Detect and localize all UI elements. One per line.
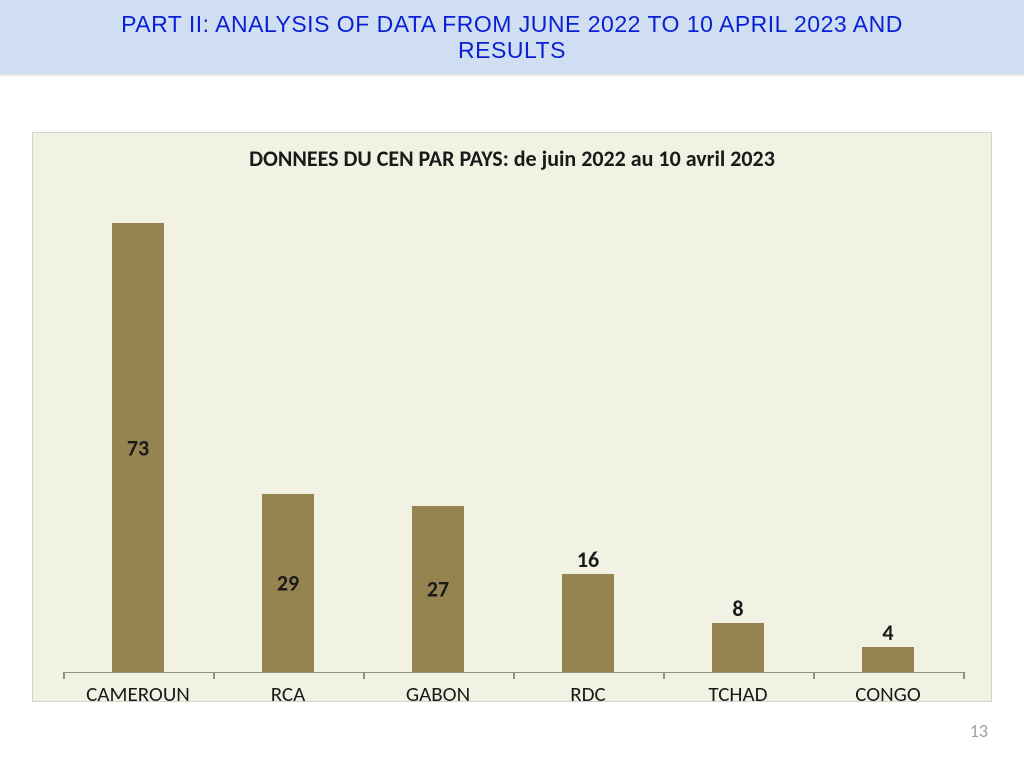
axis-tick: [63, 672, 65, 679]
bar-value-label: 16: [577, 546, 599, 573]
x-axis-label: CONGO: [855, 681, 921, 707]
bar-group: 29: [262, 494, 314, 672]
x-axis-label: CAMEROUN: [86, 681, 190, 707]
x-axis-label: GABON: [406, 681, 470, 707]
bar-group: 8: [712, 623, 764, 672]
bar-group: 16: [562, 574, 614, 672]
x-axis-labels: CAMEROUN RCA GABON RDC TCHAD CONGO: [63, 681, 963, 711]
bar-group: 73: [112, 223, 164, 672]
x-axis-label: RCA: [271, 681, 306, 707]
axis-tick: [213, 672, 215, 679]
bar-group: 27: [412, 506, 464, 672]
axis-tick: [363, 672, 365, 679]
bar: 8: [712, 623, 764, 672]
header-band: PART II: ANALYSIS OF DATA FROM JUNE 2022…: [0, 0, 1024, 76]
bar-value-label: 29: [277, 569, 299, 596]
axis-tick: [813, 672, 815, 679]
bar-value-label: 4: [882, 619, 893, 646]
bar: 29: [262, 494, 314, 672]
axis-tick: [663, 672, 665, 679]
axis-tick: [513, 672, 515, 679]
chart-plot: 73 29 27 16 8 4: [63, 181, 963, 673]
page-number: 13: [970, 720, 988, 742]
x-axis-label: TCHAD: [708, 681, 767, 707]
bar: 4: [862, 647, 914, 672]
bar: 27: [412, 506, 464, 672]
bar-value-label: 8: [732, 595, 743, 622]
bar-value-label: 73: [127, 434, 149, 461]
bar-value-label: 27: [427, 575, 449, 602]
bar: 16: [562, 574, 614, 672]
bar-group: 4: [862, 647, 914, 672]
chart-title: DONNEES DU CEN PAR PAYS: de juin 2022 au…: [33, 133, 991, 180]
bar: 73: [112, 223, 164, 672]
x-axis-label: RDC: [570, 681, 606, 707]
chart-container: DONNEES DU CEN PAR PAYS: de juin 2022 au…: [32, 132, 992, 702]
axis-tick: [963, 672, 965, 679]
page-title: PART II: ANALYSIS OF DATA FROM JUNE 2022…: [80, 11, 944, 64]
